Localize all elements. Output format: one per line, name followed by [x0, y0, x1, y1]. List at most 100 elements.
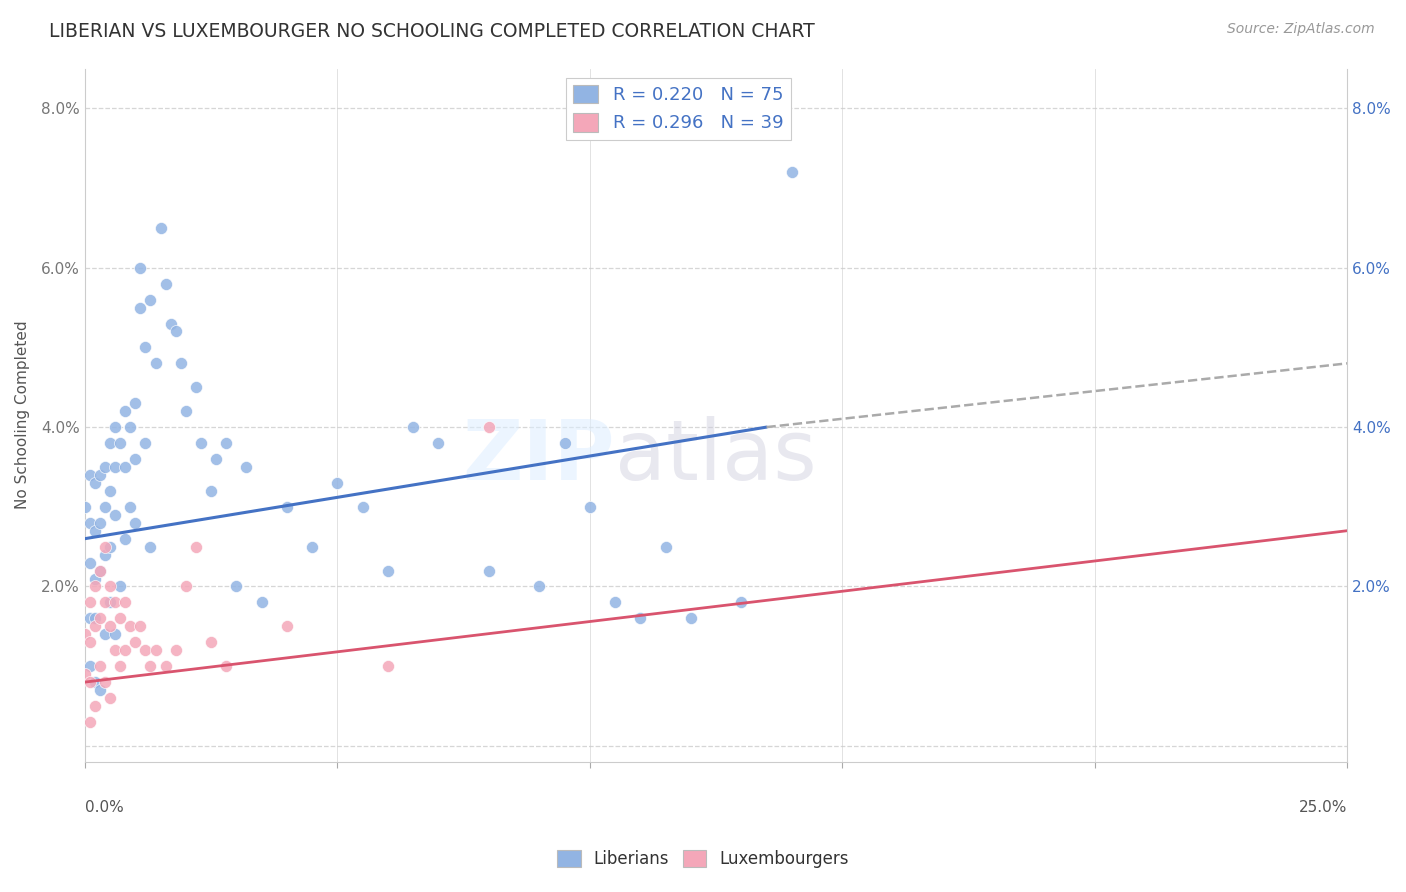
Point: [170, 356, 193, 370]
Point: [89, 467, 111, 482]
Point: [104, 508, 127, 522]
Point: [108, 611, 131, 625]
Point: [174, 404, 197, 418]
Point: [98, 436, 121, 450]
Point: [124, 452, 146, 467]
Point: [730, 595, 752, 609]
Point: [94, 500, 117, 514]
Text: atlas: atlas: [614, 417, 817, 497]
Point: [427, 436, 450, 450]
Point: [225, 579, 247, 593]
Point: [84, 611, 107, 625]
Point: [377, 564, 399, 578]
Point: [129, 260, 152, 275]
Point: [124, 635, 146, 649]
Text: ZIP: ZIP: [463, 417, 614, 497]
Point: [134, 436, 156, 450]
Point: [780, 165, 803, 179]
Point: [84, 675, 107, 690]
Point: [84, 579, 107, 593]
Point: [84, 572, 107, 586]
Point: [124, 396, 146, 410]
Point: [94, 675, 117, 690]
Point: [155, 277, 177, 291]
Point: [159, 317, 181, 331]
Point: [84, 698, 107, 713]
Point: [139, 540, 162, 554]
Point: [478, 564, 501, 578]
Point: [114, 643, 136, 657]
Point: [134, 643, 156, 657]
Point: [84, 524, 107, 538]
Point: [104, 643, 127, 657]
Point: [94, 548, 117, 562]
Point: [628, 611, 651, 625]
Point: [402, 420, 425, 434]
Point: [377, 659, 399, 673]
Point: [89, 659, 111, 673]
Point: [94, 595, 117, 609]
Point: [94, 459, 117, 474]
Point: [84, 619, 107, 633]
Point: [120, 500, 142, 514]
Point: [98, 540, 121, 554]
Point: [215, 659, 238, 673]
Point: [89, 564, 111, 578]
Point: [98, 619, 121, 633]
Point: [89, 683, 111, 698]
Point: [124, 516, 146, 530]
Point: [139, 659, 162, 673]
Point: [184, 540, 207, 554]
Point: [104, 420, 127, 434]
Point: [235, 459, 257, 474]
Point: [73, 667, 96, 681]
Point: [145, 356, 167, 370]
Point: [654, 540, 676, 554]
Point: [79, 516, 101, 530]
Point: [104, 595, 127, 609]
Point: [155, 659, 177, 673]
Point: [114, 595, 136, 609]
Point: [529, 579, 551, 593]
Point: [326, 475, 349, 490]
Point: [603, 595, 626, 609]
Point: [79, 714, 101, 729]
Point: [94, 627, 117, 641]
Point: [478, 420, 501, 434]
Point: [98, 579, 121, 593]
Point: [98, 691, 121, 706]
Point: [184, 380, 207, 394]
Point: [79, 675, 101, 690]
Point: [120, 420, 142, 434]
Point: [679, 611, 702, 625]
Point: [98, 595, 121, 609]
Point: [79, 556, 101, 570]
Point: [215, 436, 238, 450]
Point: [134, 340, 156, 354]
Text: LIBERIAN VS LUXEMBOURGER NO SCHOOLING COMPLETED CORRELATION CHART: LIBERIAN VS LUXEMBOURGER NO SCHOOLING CO…: [49, 22, 815, 41]
Point: [84, 475, 107, 490]
Point: [79, 467, 101, 482]
Point: [89, 564, 111, 578]
Point: [200, 483, 222, 498]
Point: [129, 301, 152, 315]
Point: [89, 516, 111, 530]
Point: [578, 500, 600, 514]
Point: [108, 579, 131, 593]
Point: [108, 659, 131, 673]
Text: Source: ZipAtlas.com: Source: ZipAtlas.com: [1227, 22, 1375, 37]
Point: [129, 619, 152, 633]
Point: [352, 500, 374, 514]
Point: [165, 643, 187, 657]
Point: [139, 293, 162, 307]
Point: [145, 643, 167, 657]
Point: [301, 540, 323, 554]
Point: [108, 436, 131, 450]
Point: [73, 627, 96, 641]
Point: [79, 611, 101, 625]
Point: [79, 659, 101, 673]
Point: [205, 452, 228, 467]
Point: [114, 459, 136, 474]
Legend: Liberians, Luxembourgers: Liberians, Luxembourgers: [551, 843, 855, 875]
Y-axis label: No Schooling Completed: No Schooling Completed: [15, 321, 30, 509]
